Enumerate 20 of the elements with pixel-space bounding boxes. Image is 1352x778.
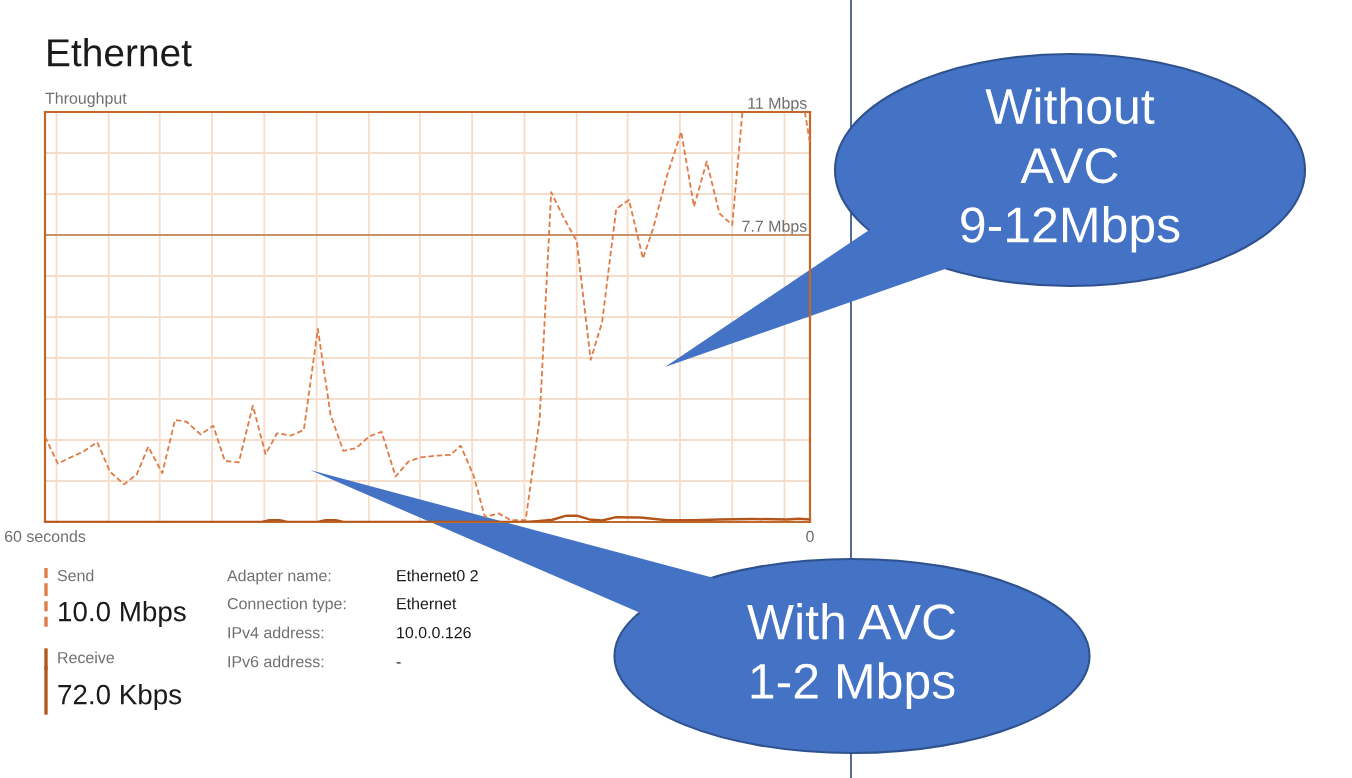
y-tick-label: 7.7 Mbps <box>742 220 807 235</box>
text: - <box>396 662 401 664</box>
text: IPv4 address: <box>228 626 324 639</box>
text: 10.0.0.126 <box>397 626 471 639</box>
text: Ethernet <box>397 597 457 610</box>
legend-label: Send <box>57 569 94 582</box>
text: Without AVC 9-12Mbps <box>961 87 1180 253</box>
text: 72.0 Kbps <box>58 684 182 710</box>
text: Adapter name: <box>227 569 331 585</box>
x-tick-label: 0 <box>806 530 814 543</box>
text: With AVC 1-2 Mbps <box>747 603 956 709</box>
text: Ethernet0 2 <box>397 569 478 582</box>
chart-title: Ethernet <box>48 37 192 67</box>
y-tick-label: 11 Mbps <box>748 97 807 112</box>
legend-label: Receive <box>58 651 114 664</box>
x-tick-label: 60 seconds <box>4 530 86 543</box>
y-axis-title: Throughput <box>45 92 127 108</box>
text: 10.0 Mbps <box>59 601 186 627</box>
text: Connection type: <box>227 597 346 613</box>
text: IPv6 address: <box>228 655 324 668</box>
